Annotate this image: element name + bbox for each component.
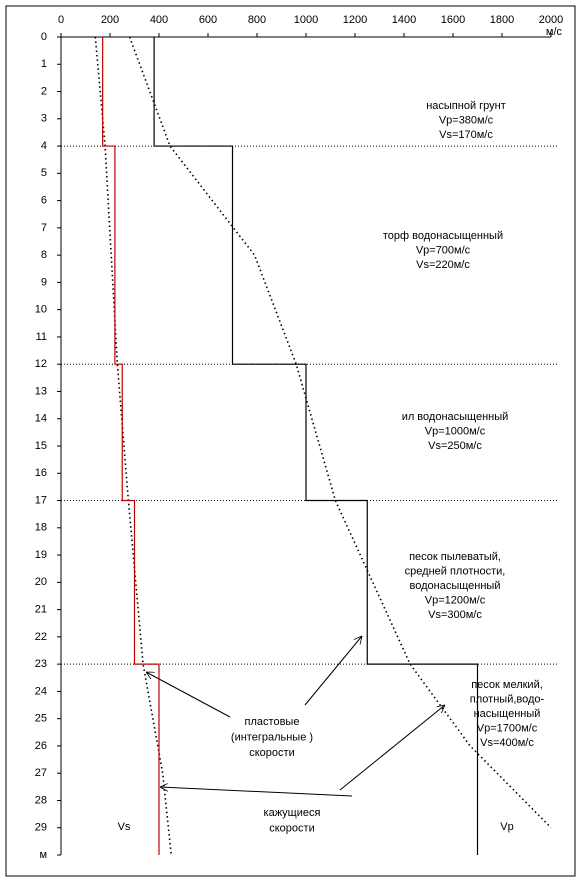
annotation: торф водонасыщенный [383,230,503,242]
y-tick-label: 3 [41,113,47,125]
annotation: Vs=220м/с [416,259,470,271]
y-tick-label: 22 [35,631,47,643]
y-tick-label: 5 [41,167,47,179]
y-tick-label: 7 [41,222,47,234]
annotation: скорости [269,822,314,834]
annotation: ил водонасыщенный [402,411,509,423]
y-tick-label: 14 [35,413,47,425]
series-label: Vs [118,821,131,833]
y-tick-label: 11 [36,331,47,343]
interval-velocity [102,37,160,855]
x-tick-label: 1200 [343,14,367,26]
y-tick-label: 27 [35,767,47,779]
y-tick-label: 0 [41,31,47,43]
x-tick-label: 1000 [294,14,318,26]
annotation: песок мелкий, [471,679,543,691]
y-tick-label: 28 [35,794,47,806]
x-tick-label: 800 [248,14,266,26]
y-tick-label: 15 [35,440,47,452]
y-tick-label: 12 [35,358,47,370]
annotation: Vs=250м/с [428,440,482,452]
y-tick-label: 20 [35,576,47,588]
annotation: водонасыщенный [410,580,501,592]
annotation: Vs=400м/с [480,737,534,749]
arrow [146,671,231,718]
y-tick-label: 10 [35,304,47,316]
annotation: пластовые [245,716,300,728]
annotation: Vp=1000м/с [425,425,486,437]
arrow [339,705,445,791]
y-tick-label: м [39,849,47,861]
y-tick-label: 17 [35,494,47,506]
x-tick-label: 1400 [392,14,416,26]
y-tick-label: 25 [35,713,47,725]
y-tick-label: 1 [41,58,47,70]
x-tick-label: 600 [199,14,217,26]
x-unit: м/с [546,26,563,38]
y-tick-label: 9 [41,276,47,288]
x-tick-label: 200 [101,14,119,26]
y-tick-label: 23 [35,658,47,670]
apparent-velocity [94,36,173,856]
x-tick-label: 2000 [539,14,563,26]
annotation: (интегральные ) [231,731,313,743]
y-tick-label: 19 [35,549,47,561]
annotation: плотный,водо- [470,693,545,705]
annotation: Vs=170м/с [439,129,493,141]
y-tick-label: 29 [35,822,47,834]
x-tick-label: 400 [150,14,168,26]
y-tick-label: 13 [35,385,47,397]
arrows [146,636,445,797]
x-tick-label: 0 [58,14,64,26]
interval-velocity [153,37,479,855]
y-tick-label: 2 [41,85,47,97]
x-tick-label: 1800 [490,14,514,26]
annotation: песок пылеватый, [409,551,501,563]
y-tick-label: 21 [35,604,47,616]
annotation: насыпной грунт [426,100,506,112]
y-tick-label: 24 [35,685,47,697]
annotation: Vp=700м/с [416,244,471,256]
apparent-velocity [128,36,552,829]
y-tick-label: 6 [41,195,47,207]
arrow [304,636,362,706]
y-tick-label: 18 [35,522,47,534]
annotation: Vs=300м/с [428,609,482,621]
annotation: Vp=1700м/с [477,722,538,734]
arrow [160,787,353,797]
annotation: средней плотности, [405,565,506,577]
y-tick-label: 4 [41,140,47,152]
annotation: насыщенный [474,708,541,720]
series-label: Vp [500,821,513,833]
annotation: скорости [249,747,294,759]
annotation: Vp=1200м/с [425,594,486,606]
y-tick-label: 26 [35,740,47,752]
y-tick-label: 16 [35,467,47,479]
x-tick-label: 1600 [441,14,465,26]
frame [5,5,576,877]
y-tick-label: 8 [41,249,47,261]
annotation: Vp=380м/с [439,114,494,126]
annotation: кажущиеся [264,807,321,819]
